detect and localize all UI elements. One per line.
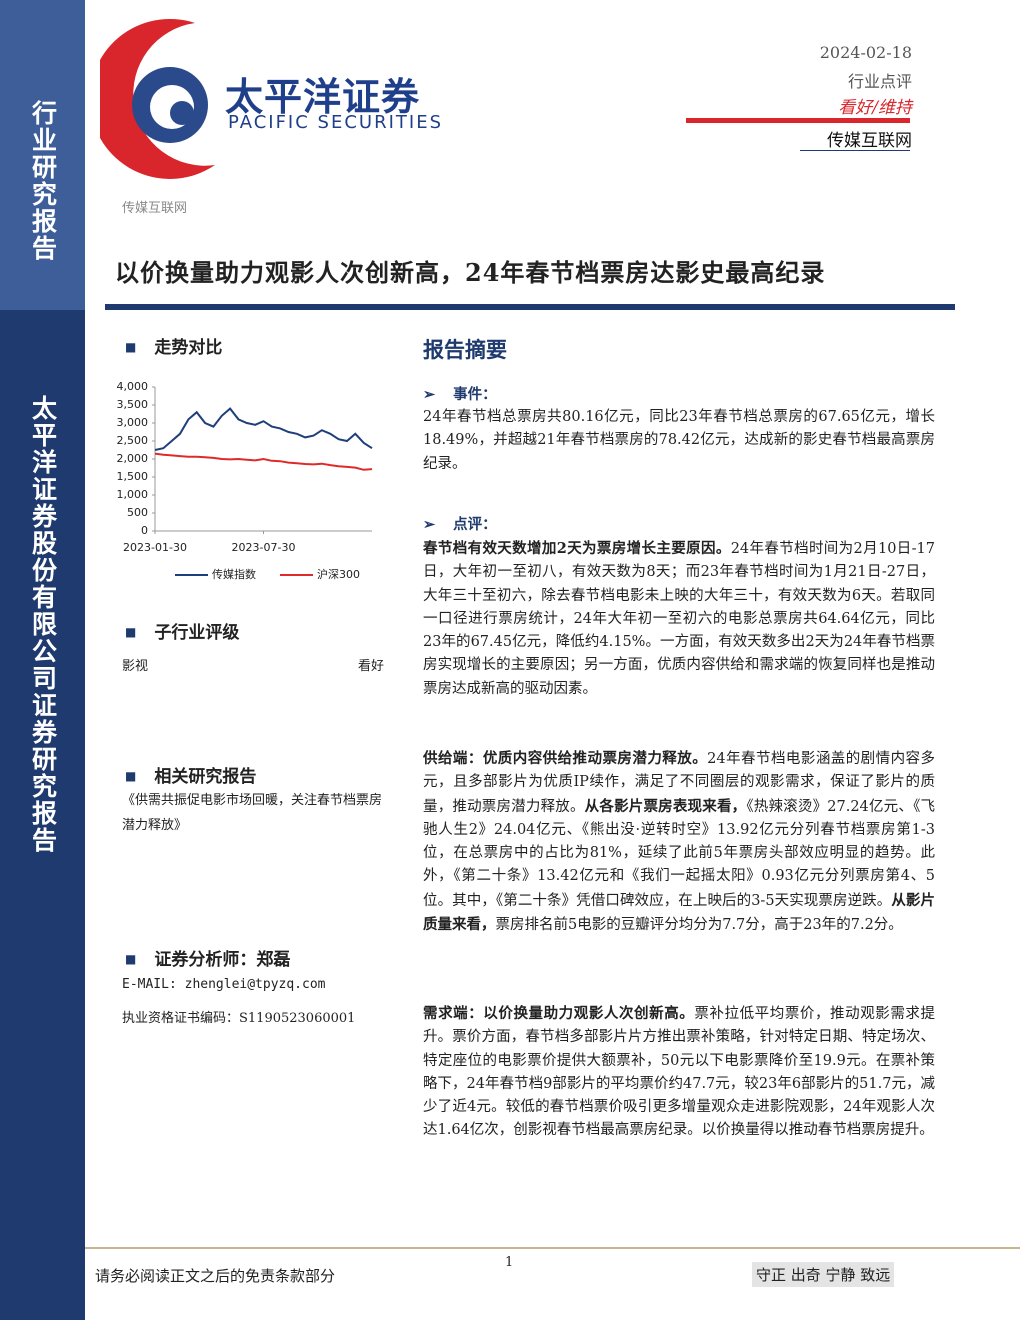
report-type: 行业点评 bbox=[847, 72, 912, 91]
text: 《热辣滚烫》27.24亿元、《飞驰人生2》24.04亿元、《熊出没·逆转时空》1… bbox=[423, 798, 936, 909]
paragraph: 24年春节档总票房共80.16亿元，同比23年春节档总票房的67.65亿元，增长… bbox=[423, 406, 935, 476]
y-tick-label: 0 bbox=[141, 524, 148, 537]
analyst-license: 执业资格证书编码：S1190523060001 bbox=[122, 1011, 356, 1026]
section-heading: 相关研究报告 bbox=[125, 762, 256, 787]
x-tick-label: 2023-07-30 bbox=[232, 541, 296, 554]
rating: 看好/维持 bbox=[838, 98, 912, 118]
sidebar-bottom: 太平洋证券股份有限公司证券研究报告 bbox=[0, 310, 85, 1320]
legend-label: 传媒指数 bbox=[212, 567, 256, 581]
section-label: 事件： bbox=[423, 383, 497, 404]
y-tick-label: 1,500 bbox=[117, 470, 149, 483]
bold-text: 春节档有效天数增加2天为票房增长主要原因。 bbox=[423, 540, 731, 557]
line-series bbox=[154, 407, 373, 451]
analyst-email: E-MAIL: zhenglei@tpyzq.com bbox=[122, 977, 326, 992]
y-tick-label: 500 bbox=[127, 506, 148, 519]
title-rule bbox=[105, 304, 955, 310]
section-heading: 子行业评级 bbox=[125, 618, 239, 643]
text: 24年春节档时间为2月10日-17日，大年初一至初八，有效天数为8天；而23年春… bbox=[423, 541, 935, 697]
title: 以价换量助力观影人次创新高，24年春节档票房达影史最高纪录 bbox=[115, 258, 826, 287]
bold-text: 从影片质量来看， bbox=[423, 891, 935, 934]
y-tick-label: 3,500 bbox=[117, 398, 149, 411]
page-number: 1 bbox=[505, 1255, 514, 1270]
y-tick-label: 3,000 bbox=[117, 416, 149, 429]
disclaimer: 请务必阅读正文之后的免责条款部分 bbox=[95, 1267, 336, 1285]
y-tick-label: 2,500 bbox=[117, 434, 149, 447]
paragraph: 供给端：优质内容供给推动票房潜力释放。24年春节档电影涵盖的剧情内容多元，且多部… bbox=[423, 747, 935, 937]
text: 票房排名前5电影的豆瓣评分均分为7.7分，高于23年的7.2分。 bbox=[495, 917, 903, 934]
line-series bbox=[154, 452, 373, 471]
sector: 传媒互联网 bbox=[827, 131, 912, 151]
summary-heading: 报告摘要 bbox=[423, 337, 507, 362]
bold-text: 需求端：以价换量助力观影人次创新高。 bbox=[423, 1005, 695, 1022]
x-tick-label: 2023-01-30 bbox=[123, 541, 187, 554]
motto: 守正 出奇 宁静 致远 bbox=[752, 1262, 895, 1287]
paragraph: 需求端：以价换量助力观影人次创新高。票补拉低平均票价，推动观影需求提升。票价方面… bbox=[423, 1002, 935, 1143]
y-tick-label: 4,000 bbox=[117, 380, 149, 393]
rating-rule bbox=[686, 118, 910, 123]
bold-text: 从各影片票房表现来看， bbox=[584, 797, 747, 815]
y-tick-label: 2,000 bbox=[117, 452, 149, 465]
category: 传媒互联网 bbox=[122, 201, 188, 216]
y-tick-label: 1,000 bbox=[117, 488, 149, 501]
logo-cn: 太平洋证券 bbox=[225, 75, 421, 119]
section-heading: 证券分析师：郑磊 bbox=[125, 945, 290, 970]
sector-rule bbox=[800, 150, 910, 151]
section-label: 点评： bbox=[423, 513, 497, 534]
sub-industry: 影视 bbox=[122, 659, 149, 674]
paragraph: 春节档有效天数增加2天为票房增长主要原因。24年春节档时间为2月10日-17日，… bbox=[423, 537, 935, 701]
text: 24年春节档电影涵盖的剧情内容多元，且多部影片为优质IP续作，满足了不同圈层的观… bbox=[423, 751, 936, 815]
footer-rule bbox=[85, 1247, 1020, 1249]
report-date: 2024-02-18 bbox=[819, 43, 912, 62]
logo-en: PACIFIC SECURITIES bbox=[228, 112, 443, 133]
text: 票补拉低平均票价，推动观影需求提升。票价方面，春节档多部影片片方推出票补策略，针… bbox=[423, 1006, 936, 1139]
section-heading: 走势对比 bbox=[125, 333, 222, 358]
logo-mark bbox=[100, 19, 215, 179]
related-report: 《供需共振促电影市场回暖，关注春节档票房潜力释放》 bbox=[122, 793, 383, 833]
trend-chart: 0 500 1,000 1,500 2,000 2,500 3,000 3,500 4,000 2… bbox=[117, 380, 373, 581]
text: 24年春节档总票房共80.16亿元，同比23年春节档总票房的67.65亿元，增长… bbox=[423, 409, 935, 472]
sidebar-top: 行业研究报告 bbox=[0, 0, 85, 310]
sub-industry-rating: 看好 bbox=[357, 659, 384, 674]
legend-label: 沪深300 bbox=[317, 567, 360, 581]
bold-text: 供给端：优质内容供给推动票房潜力释放。 bbox=[423, 750, 708, 767]
